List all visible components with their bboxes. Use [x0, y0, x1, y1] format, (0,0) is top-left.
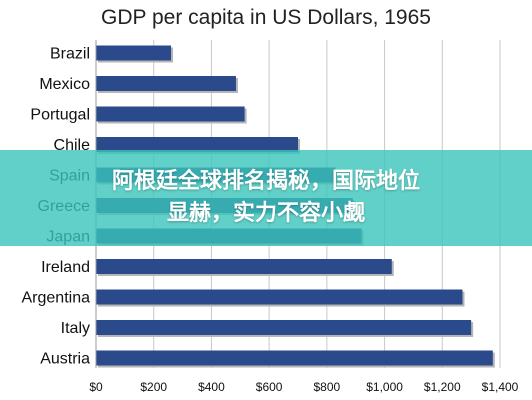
overlay-banner: 阿根廷全球排名揭秘，国际地位 显赫，实力不容小觑	[0, 150, 532, 246]
category-label-portugal: Portugal	[30, 107, 90, 124]
x-tick-label: $200	[140, 380, 167, 394]
x-tick-label: $0	[89, 380, 103, 394]
chart-title: GDP per capita in US Dollars, 1965	[101, 6, 431, 29]
bar-austria	[96, 350, 493, 366]
banner-line-1: 阿根廷全球排名揭秘，国际地位	[111, 169, 420, 194]
x-tick-label: $1,400	[482, 380, 519, 394]
x-tick-label: $400	[198, 380, 225, 394]
category-label-argentina: Argentina	[22, 290, 91, 307]
bar-ireland	[96, 259, 392, 274]
x-tick-label: $800	[314, 380, 341, 394]
x-tick-labels: $0 $200 $400 $600 $800 $1,000 $1,200 $1,400	[89, 380, 518, 394]
bar-portugal	[96, 106, 245, 122]
x-tick-label: $1,000	[366, 380, 403, 394]
category-label-mexico: Mexico	[39, 76, 90, 93]
category-label-brazil: Brazil	[50, 46, 90, 63]
banner-line-2: 显赫，实力不容小觑	[166, 201, 365, 226]
bar-argentina	[96, 289, 463, 305]
bar-mexico	[96, 76, 236, 91]
category-label-ireland: Ireland	[41, 259, 90, 276]
category-label-italy: Italy	[61, 320, 90, 337]
bar-italy	[96, 320, 472, 335]
x-tick-label: $600	[256, 380, 283, 394]
x-tick-label: $1,200	[424, 380, 461, 394]
bar-chile	[96, 137, 298, 152]
category-label-austria: Austria	[40, 351, 90, 368]
category-label-chile: Chile	[54, 137, 91, 154]
bar-brazil	[96, 45, 172, 61]
